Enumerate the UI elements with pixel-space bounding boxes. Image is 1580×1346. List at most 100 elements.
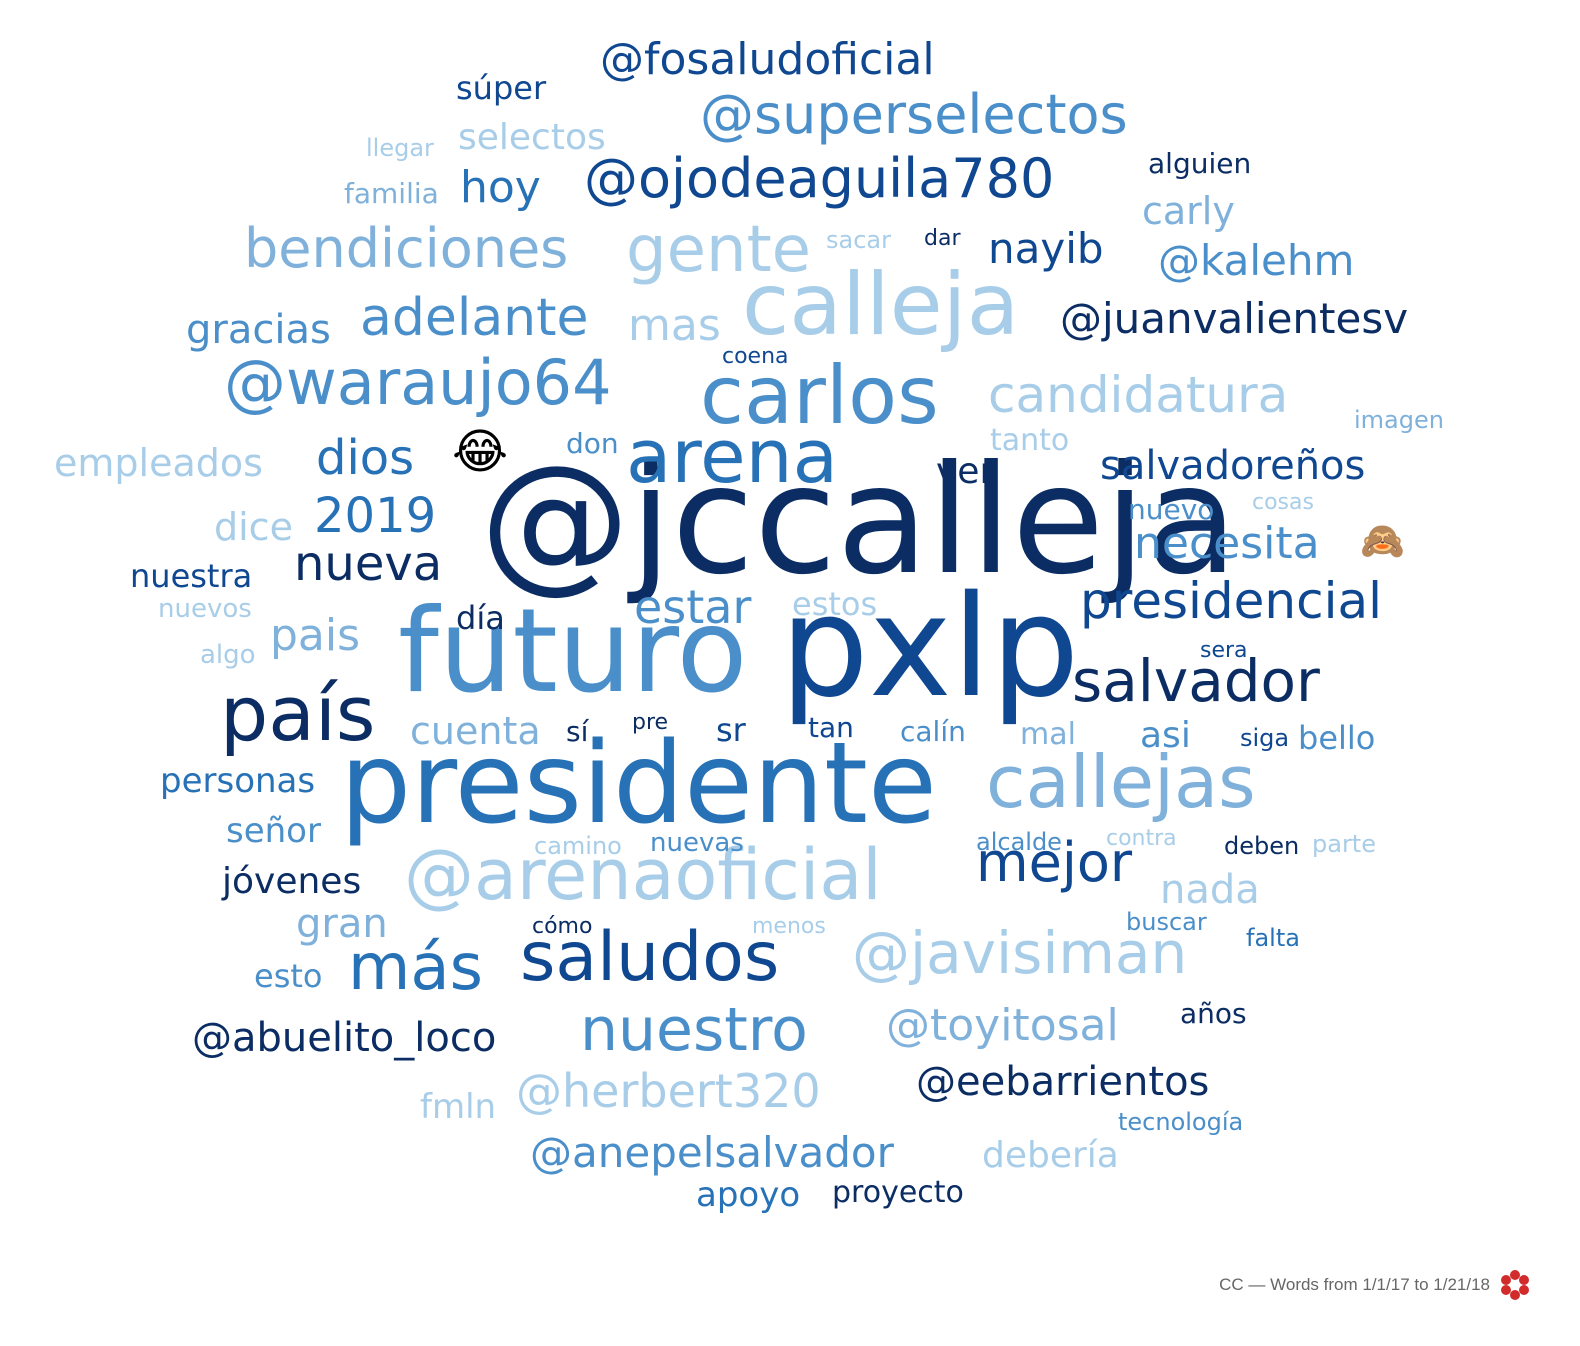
word: jóvenes: [222, 861, 362, 902]
word: llegar: [366, 134, 434, 162]
word: tanto: [990, 423, 1070, 458]
word: presidencial: [1080, 572, 1383, 630]
word: @fosaludoficial: [600, 34, 935, 85]
word: carlos: [700, 349, 939, 442]
word: dios: [316, 430, 415, 486]
word: sr: [716, 711, 746, 749]
word: falta: [1246, 924, 1300, 952]
word: @eebarrientos: [916, 1059, 1210, 1105]
word: empleados: [54, 441, 263, 485]
word: pxlp: [780, 566, 1080, 729]
word: proyecto: [832, 1175, 964, 1210]
word: señor: [226, 811, 321, 851]
word: @anepelsalvador: [530, 1128, 894, 1177]
word: nuevas: [650, 828, 744, 858]
word: nuestro: [580, 995, 808, 1065]
red-flower-logo-icon: [1501, 1270, 1529, 1300]
word: adelante: [360, 288, 589, 348]
word: calleja: [742, 255, 1020, 355]
word: @jccalleja: [480, 434, 1238, 608]
word: @arenaoficial: [404, 834, 882, 916]
word: imagen: [1354, 406, 1444, 434]
word: @abuelito_loco: [192, 1015, 497, 1061]
word: familia: [344, 177, 439, 210]
word: menos: [752, 914, 826, 939]
word: nada: [1160, 867, 1260, 913]
footer-caption: CC — Words from 1/1/17 to 1/21/18: [1219, 1268, 1532, 1302]
word: nuestra: [130, 557, 253, 595]
word: fmln: [420, 1087, 497, 1127]
word: sacar: [826, 226, 891, 254]
word: mas: [628, 300, 721, 351]
word: algo: [200, 640, 256, 670]
word: súper: [456, 69, 547, 107]
word: contra: [1106, 826, 1177, 851]
word: callejas: [986, 740, 1256, 824]
word: bello: [1298, 719, 1376, 757]
word: país: [220, 669, 376, 758]
word: @juanvalientesv: [1060, 294, 1409, 343]
word: don: [566, 427, 619, 460]
word: parte: [1312, 830, 1376, 858]
word: selectos: [458, 117, 606, 158]
word: día: [456, 599, 505, 637]
word: gente: [626, 213, 812, 287]
word: nueva: [294, 536, 443, 592]
word: mal: [1020, 717, 1076, 752]
word: cosas: [1252, 490, 1314, 515]
see-no-evil-monkey-emoji-icon: 🙈: [1360, 521, 1405, 562]
word: mejor: [976, 831, 1133, 894]
word: 2019: [314, 488, 437, 544]
word: @javisiman: [852, 919, 1188, 987]
word: nayib: [988, 224, 1104, 273]
word: @toyitosal: [886, 1000, 1119, 1051]
word: asi: [1140, 715, 1191, 756]
word: candidatura: [988, 366, 1289, 424]
word: tan: [808, 711, 854, 744]
word: @ojodeaguila780: [584, 147, 1055, 210]
laughing-face-emoji-icon: 😂: [452, 424, 509, 480]
word: salvador: [1072, 647, 1320, 715]
word: pais: [270, 610, 361, 661]
word: ver: [936, 451, 995, 492]
word: salvadoreños: [1100, 443, 1366, 489]
word: alguien: [1148, 147, 1252, 180]
word: necesita: [1134, 518, 1320, 569]
word: @superselectos: [700, 83, 1128, 146]
word: siga: [1240, 724, 1290, 752]
word: arena: [626, 414, 838, 500]
word: debería: [982, 1135, 1119, 1176]
word: presidente: [340, 719, 937, 849]
word: deben: [1224, 832, 1300, 860]
word: @waraujo64: [224, 346, 612, 419]
word: años: [1180, 997, 1247, 1030]
word: apoyo: [696, 1175, 801, 1215]
word: cuenta: [410, 709, 541, 753]
word: dice: [214, 505, 293, 549]
word: futuro: [398, 584, 748, 719]
word: nuevo: [1128, 493, 1215, 526]
word: pre: [632, 710, 669, 735]
word: tecnología: [1118, 1108, 1244, 1136]
word: sí: [566, 715, 589, 748]
word: @herbert320: [516, 1064, 821, 1118]
word: camino: [534, 832, 622, 860]
word: carly: [1142, 189, 1235, 233]
word: estos: [792, 585, 878, 623]
word: @kalehm: [1158, 236, 1355, 285]
word: coena: [722, 344, 789, 369]
word: alcalde: [976, 828, 1062, 856]
word: nuevos: [158, 594, 252, 624]
word: cómo: [532, 914, 593, 939]
word: saludos: [520, 918, 780, 997]
word: esto: [254, 957, 323, 995]
word: gran: [296, 901, 388, 947]
word: dar: [924, 226, 961, 251]
word: sera: [1200, 638, 1248, 663]
word: bendiciones: [244, 217, 569, 280]
word: más: [348, 931, 483, 1005]
word: personas: [160, 761, 316, 801]
footer-text: CC — Words from 1/1/17 to 1/21/18: [1219, 1275, 1490, 1294]
word: hoy: [460, 162, 541, 213]
